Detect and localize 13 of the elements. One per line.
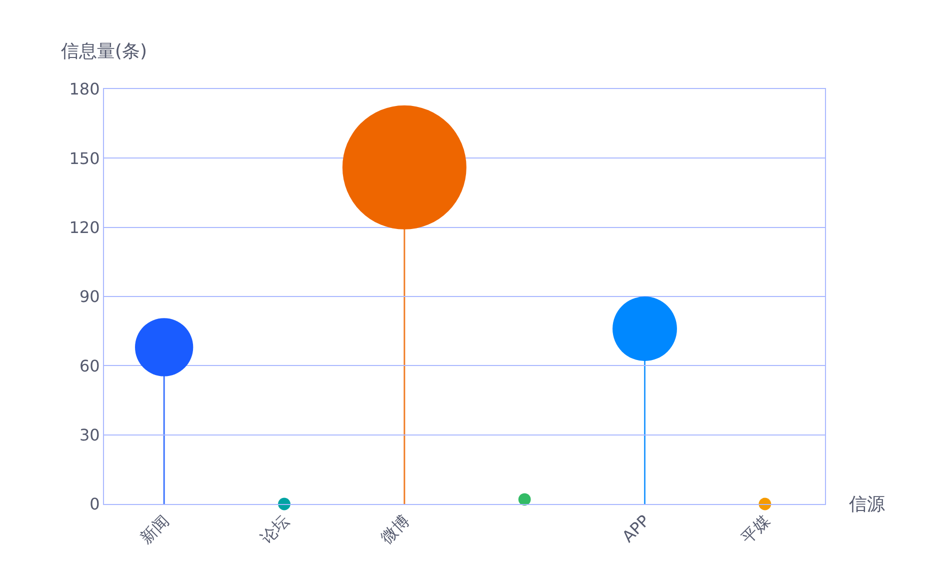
y-tick-label: 120 (69, 218, 100, 237)
x-tick-label: 论坛 (256, 511, 293, 548)
y-tick-label: 90 (79, 287, 100, 306)
x-tick-label: 新闻 (136, 511, 173, 548)
y-tick-label: 60 (79, 356, 100, 376)
y-tick-label: 30 (79, 425, 100, 444)
y-tick-label: 150 (69, 148, 100, 168)
x-tick-label: 微博 (376, 511, 413, 548)
y-tick-label: 180 (69, 80, 100, 99)
y-tick-label: 0 (90, 494, 100, 514)
x-tick-label: 平媒 (737, 511, 774, 548)
x-axis-title: 信源 (849, 494, 885, 515)
y-axis-title: 信息量(条) (61, 41, 148, 62)
